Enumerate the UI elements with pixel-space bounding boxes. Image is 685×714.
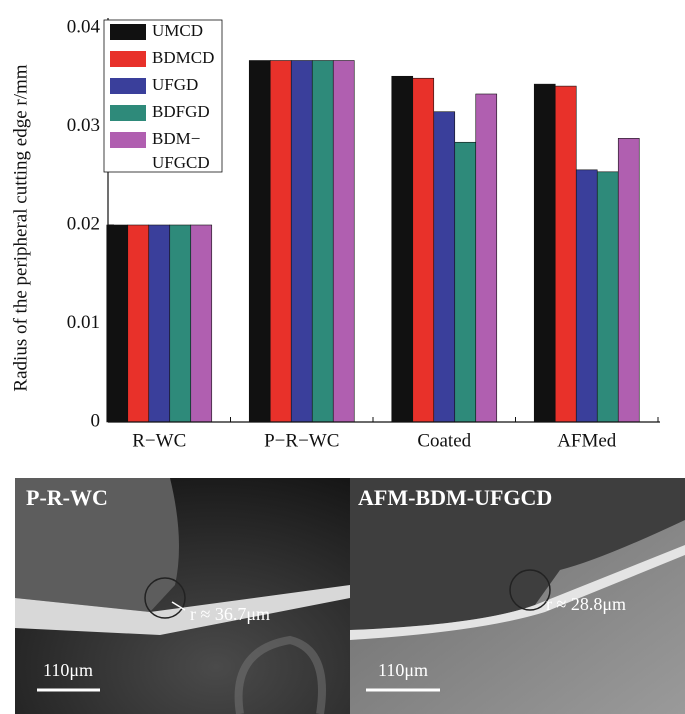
image-annotation: r ≈ 28.8μm (546, 594, 626, 614)
legend-swatch (110, 51, 146, 67)
bar (269, 60, 292, 423)
image-annotation: r ≈ 36.7μm (190, 604, 270, 624)
x-tick-label: R−WC (132, 430, 186, 451)
bar (106, 224, 129, 423)
bar (190, 224, 213, 423)
bar (533, 83, 556, 423)
y-axis-label: Radius of the peripheral cutting edge r/… (10, 64, 31, 391)
bar (391, 75, 414, 423)
legend-box (103, 19, 223, 173)
bar (554, 85, 577, 423)
x-tick-label: P−R−WC (264, 430, 339, 451)
bar (433, 111, 456, 423)
plot: 0 0.01 0.02 0.03 0.04 R−WC P−R−WC Coated AFMed UM… (67, 16, 660, 451)
legend-swatch (110, 132, 146, 148)
legend-swatch (110, 24, 146, 40)
image-title: AFM-BDM-UFGCD (358, 485, 552, 510)
bar (127, 224, 150, 423)
image-title: P-R-WC (26, 485, 108, 510)
legend-label: UFGD (152, 75, 198, 94)
y-tick-label: 0 (91, 410, 101, 431)
x-tick-label: AFMed (557, 430, 617, 451)
bar (475, 93, 498, 423)
bar (454, 141, 477, 423)
micrograph-right (350, 478, 685, 714)
y-tick-label: 0.04 (67, 16, 101, 37)
scale-bar-label: 110μm (43, 660, 93, 680)
y-tick-label: 0.03 (67, 115, 100, 136)
bar (248, 60, 271, 423)
bar (575, 169, 598, 423)
bar (412, 77, 435, 423)
scale-bar-label: 110μm (378, 660, 428, 680)
bar (332, 60, 355, 423)
legend-label: BDFGD (152, 102, 210, 121)
legend-label: BDM− UFGCD (152, 129, 210, 172)
legend-swatch (110, 78, 146, 94)
bar (148, 224, 171, 423)
bar (311, 60, 334, 423)
y-tick-label: 0.01 (67, 312, 100, 333)
bar (290, 60, 313, 423)
legend-label: BDMCD (152, 48, 214, 67)
y-tick-label: 0.02 (67, 213, 100, 234)
bar (596, 171, 619, 423)
micrograph-left (15, 478, 350, 714)
legend-label: UMCD (152, 21, 203, 40)
legend-swatch (110, 105, 146, 121)
bar (169, 224, 192, 423)
bar (617, 138, 640, 423)
x-tick-label: Coated (417, 430, 471, 451)
